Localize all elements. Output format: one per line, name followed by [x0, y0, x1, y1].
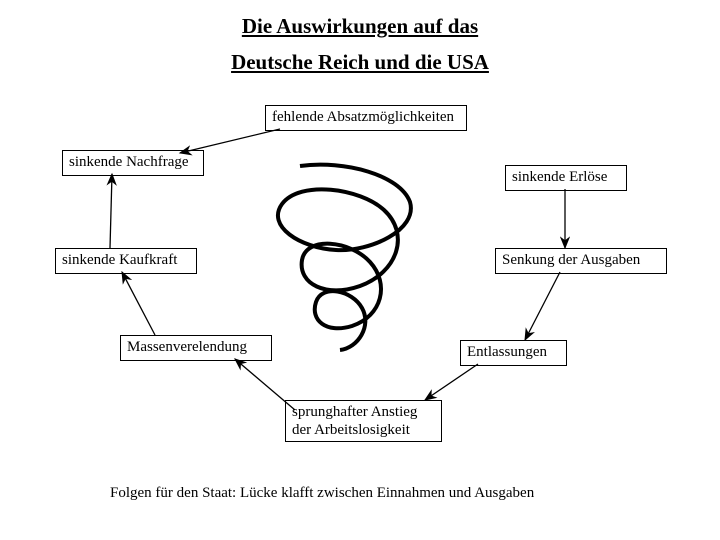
title-line-1: Die Auswirkungen auf das [0, 14, 720, 39]
node-arbeitslosigkeit: sprunghafter Anstiegder Arbeitslosigkeit [285, 400, 442, 442]
node-sinkende-erloese: sinkende Erlöse [505, 165, 627, 191]
node-senkung-ausgaben: Senkung der Ausgaben [495, 248, 667, 274]
node-sinkende-nachfrage: sinkende Nachfrage [62, 150, 204, 176]
diagram-canvas: { "type": "flowchart", "background_color… [0, 0, 720, 540]
footer-text: Folgen für den Staat: Lücke klafft zwisc… [110, 485, 534, 502]
node-entlassungen: Entlassungen [460, 340, 567, 366]
node-massenverelendung: Massenverelendung [120, 335, 272, 361]
node-sinkende-kaufkraft: sinkende Kaufkraft [55, 248, 197, 274]
title-line-2: Deutsche Reich und die USA [0, 50, 720, 75]
node-fehlende-absatz: fehlende Absatzmöglichkeiten [265, 105, 467, 131]
